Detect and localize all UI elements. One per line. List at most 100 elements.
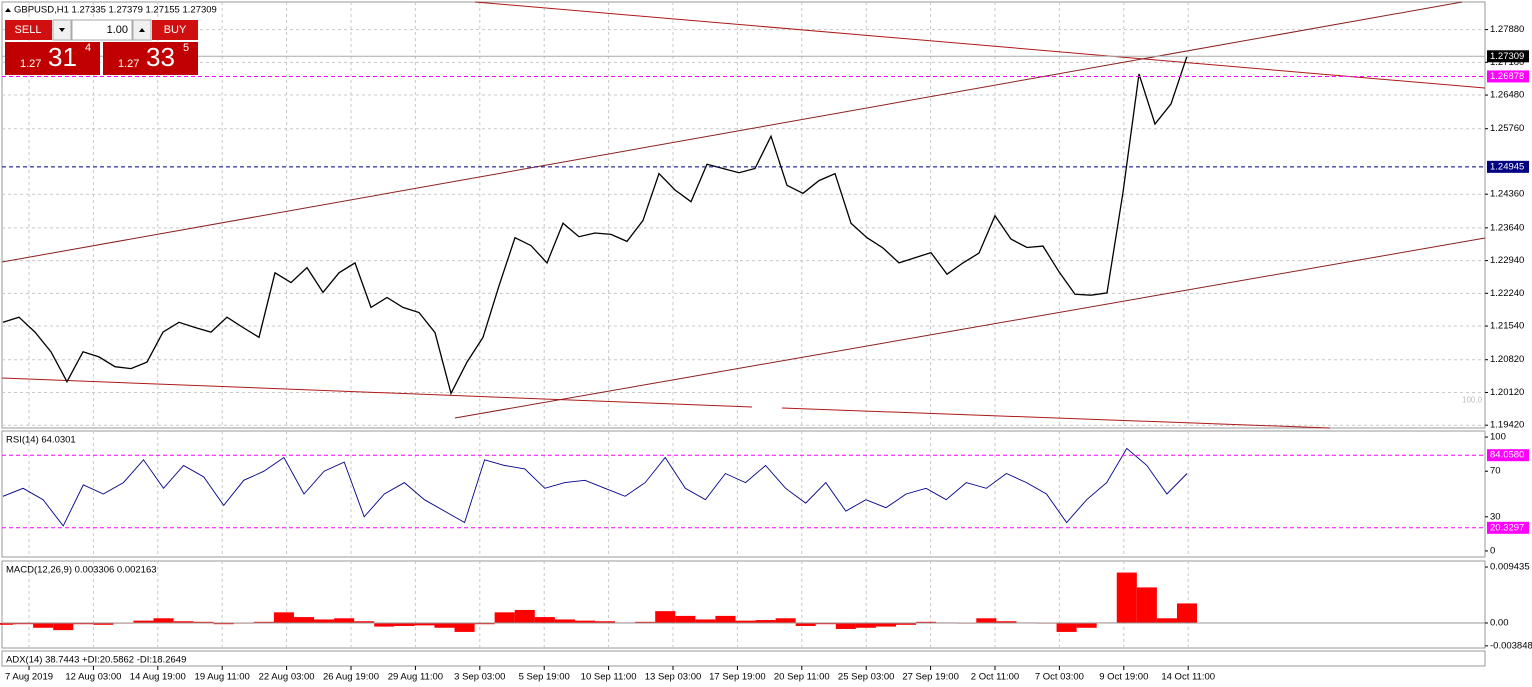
x-tick-label: 13 Sep 03:00 bbox=[645, 672, 702, 683]
histogram-bar bbox=[755, 620, 776, 624]
histogram-bar bbox=[414, 623, 435, 626]
histogram-bar bbox=[494, 612, 515, 624]
trend-line bbox=[1, 1, 1463, 263]
trend-line bbox=[474, 1, 1486, 89]
x-tick-label: 29 Aug 11:00 bbox=[388, 672, 443, 683]
x-tick-label: 17 Sep 19:00 bbox=[709, 672, 766, 683]
ask-big: 1.27 bbox=[118, 58, 139, 70]
histogram-bar bbox=[434, 623, 455, 628]
histogram-bar bbox=[595, 621, 616, 624]
price-tag-label: 1.26878 bbox=[1490, 71, 1524, 82]
x-tick-label: 14 Aug 19:00 bbox=[130, 672, 186, 683]
bid-big: 1.27 bbox=[20, 58, 41, 70]
histogram-bar bbox=[314, 619, 335, 624]
histogram-bar bbox=[0, 623, 14, 625]
histogram-bar bbox=[976, 618, 997, 624]
histogram-bar bbox=[454, 623, 475, 632]
y-tick-label: 1.25760 bbox=[1490, 123, 1524, 134]
price-tag bbox=[1487, 50, 1529, 63]
trend-line bbox=[781, 407, 1331, 429]
histogram-bar bbox=[1116, 572, 1137, 624]
y-tick-label: 1.24360 bbox=[1490, 189, 1524, 200]
histogram-bar bbox=[93, 623, 114, 625]
y-tick-label: 1.27180 bbox=[1490, 57, 1524, 68]
macd-frame bbox=[1, 560, 1486, 649]
histogram-bar bbox=[474, 623, 495, 625]
trade-panel: SELL 1.00 BUY 1.27 31 4 1.27 33 5 bbox=[5, 19, 198, 75]
lot-input[interactable] bbox=[71, 19, 133, 41]
x-tick-label: 7 Oct 03:00 bbox=[1035, 672, 1084, 683]
x-tick-label: 27 Sep 19:00 bbox=[902, 672, 959, 683]
histogram-bar bbox=[1056, 623, 1077, 632]
x-tick-label: 20 Sep 11:00 bbox=[774, 672, 830, 683]
price-line bbox=[2, 55, 1188, 396]
buy-button[interactable] bbox=[152, 20, 198, 40]
bid-fraction: 4 bbox=[85, 42, 91, 54]
sell-button[interactable] bbox=[5, 20, 52, 40]
histogram-bar bbox=[293, 617, 315, 624]
histogram-bar bbox=[655, 611, 676, 624]
histogram-bar bbox=[1076, 623, 1097, 628]
histogram-bar bbox=[635, 621, 656, 624]
histogram-bar bbox=[13, 623, 34, 625]
buy-label: BUY bbox=[164, 24, 187, 36]
price-tag-label: 20.3297 bbox=[1490, 522, 1524, 533]
ask-fraction: 5 bbox=[183, 42, 189, 54]
histogram-bar bbox=[735, 620, 756, 624]
adx-frame bbox=[1, 650, 1486, 667]
y-tick-label: 1.19420 bbox=[1490, 420, 1524, 431]
histogram-bar bbox=[675, 615, 696, 624]
collapse-icon[interactable] bbox=[5, 8, 11, 12]
histogram-bar bbox=[534, 617, 555, 624]
y-tick-label: 0.009435 bbox=[1490, 562, 1530, 573]
price-tag bbox=[1487, 449, 1529, 462]
histogram-bar bbox=[374, 623, 395, 627]
x-tick-label: 26 Aug 19:00 bbox=[323, 672, 379, 683]
bid-pips: 31 bbox=[48, 42, 77, 72]
x-tick-label: 25 Sep 03:00 bbox=[838, 672, 895, 683]
panel-title: MACD(12,26,9) 0.003306 0.002163 bbox=[6, 565, 157, 576]
x-tick-label: 10 Sep 11:00 bbox=[581, 672, 637, 683]
histogram-bar bbox=[53, 623, 74, 631]
panel-title: ADX(14) 38.7443 +DI:20.5862 -DI:18.2649 bbox=[6, 655, 186, 666]
histogram-bar bbox=[354, 621, 375, 624]
x-tick-label: 5 Sep 19:00 bbox=[519, 672, 570, 683]
x-tick-label: 3 Sep 03:00 bbox=[454, 672, 505, 683]
histogram-bar bbox=[253, 621, 274, 624]
x-tick-label: 22 Aug 03:00 bbox=[259, 672, 315, 683]
histogram-bar bbox=[775, 618, 796, 624]
ask-box[interactable] bbox=[103, 42, 198, 75]
price-tag bbox=[1487, 521, 1529, 534]
y-tick-label: 1.22940 bbox=[1490, 255, 1524, 266]
y-tick-label: 1.27880 bbox=[1490, 24, 1524, 35]
histogram-bar bbox=[153, 618, 174, 624]
y-tick-label: 0 bbox=[1490, 545, 1495, 556]
trend-line bbox=[1, 377, 753, 408]
up-arrow bbox=[139, 28, 145, 32]
x-tick-label: 12 Aug 03:00 bbox=[65, 672, 121, 683]
histogram-bar bbox=[554, 619, 575, 624]
y-tick-label: 1.21540 bbox=[1490, 321, 1524, 332]
x-tick-label: 14 Oct 11:00 bbox=[1161, 672, 1215, 683]
price-tag-label: 1.27309 bbox=[1490, 51, 1524, 62]
x-tick-label: 7 Aug 2019 bbox=[5, 672, 53, 683]
y-tick-label: 30 bbox=[1490, 511, 1501, 522]
y-tick-label: 1.22240 bbox=[1490, 288, 1524, 299]
price-tag-label: 1.24945 bbox=[1490, 161, 1524, 172]
down-arrow bbox=[59, 28, 65, 32]
histogram-bar bbox=[213, 623, 234, 625]
histogram-bar bbox=[193, 621, 214, 624]
histogram-bar bbox=[73, 623, 94, 625]
y-tick-label: -0.003848 bbox=[1490, 640, 1532, 651]
y-tick-label: 1.23640 bbox=[1490, 222, 1524, 233]
histogram-bar bbox=[916, 621, 937, 624]
histogram-bar bbox=[1176, 603, 1198, 624]
histogram-bar bbox=[815, 623, 836, 625]
bid-box[interactable] bbox=[5, 42, 100, 75]
y-tick-label: 1.20820 bbox=[1490, 354, 1524, 365]
price-tag bbox=[1487, 160, 1529, 173]
histogram-bar bbox=[855, 623, 876, 628]
y-tick-label: 1.20120 bbox=[1490, 387, 1524, 398]
